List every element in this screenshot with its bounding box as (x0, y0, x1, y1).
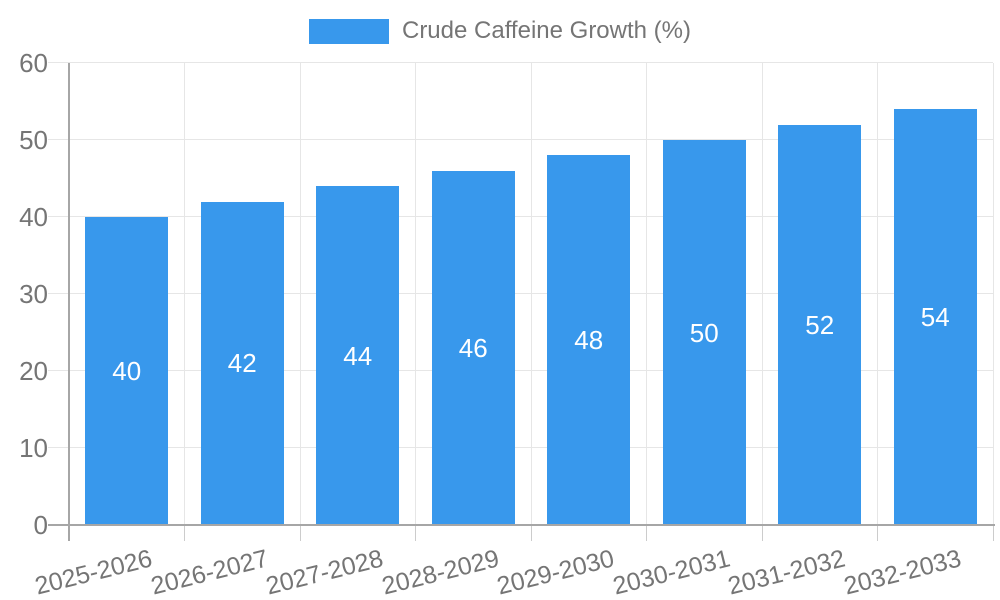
bar[interactable]: 46 (431, 170, 515, 525)
x-tick (992, 525, 994, 541)
x-gridline (184, 63, 185, 525)
bar[interactable]: 48 (547, 155, 631, 525)
x-gridline (415, 63, 416, 525)
y-tick (48, 370, 69, 371)
x-tick (299, 525, 301, 541)
y-tick (48, 293, 69, 294)
y-axis-tick-label: 50 (19, 125, 48, 155)
y-tick (48, 62, 69, 63)
bar-value-label: 54 (920, 302, 950, 333)
y-axis-tick-label: 40 (19, 202, 48, 232)
x-axis-tick-label: 2030-2031 (609, 544, 733, 600)
bar-value-label: 48 (574, 325, 604, 356)
y-axis-line (68, 63, 70, 541)
x-gridline (299, 63, 301, 525)
y-axis-tick-label: 60 (19, 48, 48, 78)
x-axis-tick-label: 2031-2032 (725, 544, 849, 600)
bar-value-label: 40 (112, 356, 142, 386)
x-axis-tick-label: 2028-2029 (378, 544, 502, 600)
bar-value-label: 52 (805, 309, 835, 340)
x-gridline (761, 63, 763, 525)
bar[interactable]: 54 (893, 109, 977, 525)
x-tick (184, 525, 185, 541)
y-axis-tick-label: 10 (19, 433, 48, 463)
x-gridline (530, 63, 532, 525)
x-tick (877, 525, 878, 541)
y-axis-tick-label: 20 (19, 356, 48, 386)
x-axis-tick-label: 2026-2027 (147, 544, 271, 600)
y-tick (48, 447, 69, 448)
y-tick (48, 216, 69, 217)
x-tick (646, 525, 647, 541)
x-axis-tick-label: 2027-2028 (263, 544, 387, 600)
x-axis-tick-label: 2032-2033 (840, 544, 964, 600)
x-gridline (992, 63, 994, 525)
x-axis-tick-label: 2029-2030 (494, 544, 618, 600)
x-axis-line (48, 524, 995, 526)
legend-label: Crude Caffeine Growth (%) (401, 17, 691, 44)
legend-swatch (308, 18, 389, 44)
bar-value-label: 50 (689, 317, 719, 348)
bar[interactable]: 44 (316, 186, 400, 525)
y-axis-tick-label: 30 (19, 279, 48, 309)
x-tick (761, 525, 763, 541)
bar-value-label: 44 (343, 340, 373, 371)
bar-value-label: 42 (227, 348, 257, 379)
y-tick (48, 139, 69, 140)
bar[interactable]: 50 (662, 140, 746, 525)
y-axis-tick-label: 0 (33, 510, 48, 540)
chart-legend[interactable]: Crude Caffeine Growth (%) (0, 17, 1000, 45)
x-tick (415, 525, 416, 541)
x-axis-tick-label: 2025-2026 (32, 544, 156, 600)
bar[interactable]: 42 (200, 201, 284, 525)
bar[interactable]: 40 (85, 217, 169, 525)
bar[interactable]: 52 (778, 124, 862, 525)
x-tick (530, 525, 532, 541)
y-gridline (69, 62, 993, 63)
bar-value-label: 46 (458, 332, 488, 363)
x-gridline (646, 63, 647, 525)
x-gridline (877, 63, 878, 525)
